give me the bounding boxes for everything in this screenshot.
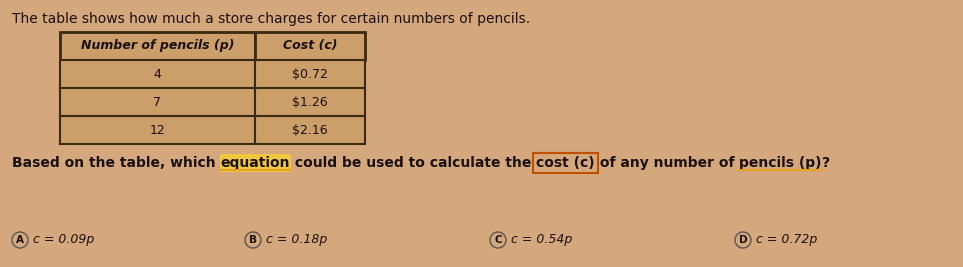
Bar: [60, 116, 255, 144]
Text: c = 0.54p: c = 0.54p: [511, 234, 572, 246]
Text: C: C: [494, 235, 502, 245]
Text: $1.26: $1.26: [292, 96, 327, 108]
Bar: [534, 153, 598, 173]
Bar: [60, 88, 255, 116]
Text: Based on the table, which: Based on the table, which: [12, 156, 221, 170]
Text: The table shows how much a store charges for certain numbers of pencils.: The table shows how much a store charges…: [12, 12, 530, 26]
Text: pencils (p): pencils (p): [740, 156, 821, 170]
Bar: [60, 60, 255, 88]
Text: $2.16: $2.16: [292, 124, 327, 136]
Bar: [255, 32, 365, 60]
Bar: [255, 88, 365, 116]
Bar: [220, 154, 291, 172]
Text: 7: 7: [153, 96, 162, 108]
Text: c = 0.09p: c = 0.09p: [33, 234, 94, 246]
Text: could be used to calculate the: could be used to calculate the: [290, 156, 536, 170]
Bar: [255, 116, 365, 144]
Text: 12: 12: [149, 124, 166, 136]
Text: Cost (c): Cost (c): [283, 40, 337, 53]
Text: c = 0.72p: c = 0.72p: [756, 234, 818, 246]
Text: ?: ?: [821, 156, 830, 170]
Text: 4: 4: [153, 68, 162, 80]
Text: $0.72: $0.72: [292, 68, 328, 80]
Bar: [60, 32, 255, 60]
Text: equation: equation: [221, 156, 290, 170]
Text: c = 0.18p: c = 0.18p: [266, 234, 327, 246]
Text: Number of pencils (p): Number of pencils (p): [81, 40, 234, 53]
Text: of any number of: of any number of: [595, 156, 740, 170]
Text: D: D: [739, 235, 747, 245]
Text: B: B: [249, 235, 257, 245]
Text: cost (c): cost (c): [536, 156, 595, 170]
Text: A: A: [16, 235, 24, 245]
Bar: [255, 60, 365, 88]
